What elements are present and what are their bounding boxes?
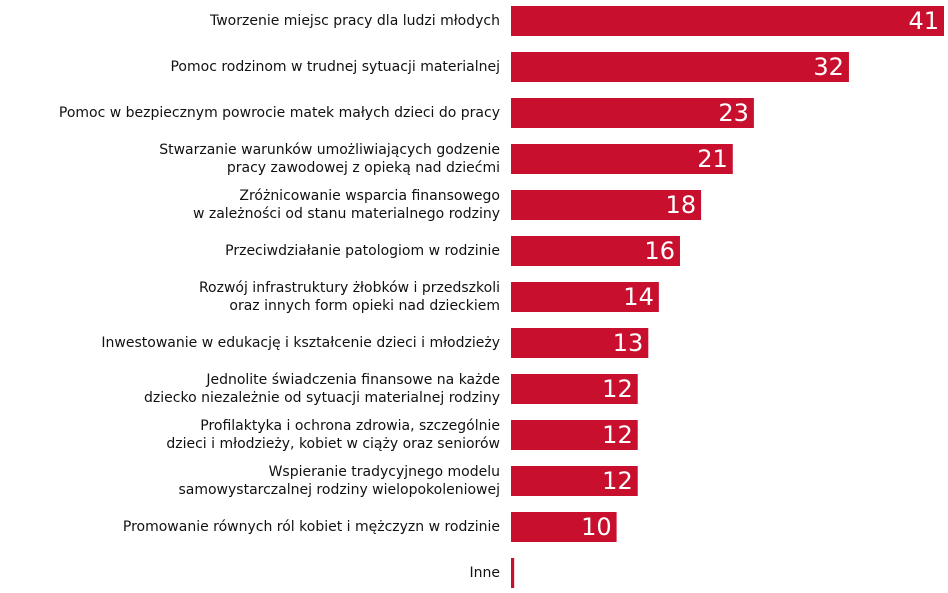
value-label: 14 — [623, 283, 654, 311]
bar — [511, 282, 659, 312]
bar — [511, 420, 638, 450]
category-label: Inne — [470, 565, 501, 581]
bar — [511, 328, 649, 358]
category-label: Jednolite świadczenia finansowe na każde — [205, 372, 500, 388]
category-label: Wspieranie tradycyjnego modelu — [269, 464, 500, 480]
category-label: Przeciwdziałanie patologiom w rodzinie — [225, 243, 500, 259]
bar — [511, 466, 638, 496]
category-label: Tworzenie miejsc pracy dla ludzi młodych — [209, 13, 500, 29]
category-label: oraz innych form opieki nad dzieckiem — [229, 298, 500, 314]
value-label: 13 — [613, 329, 644, 357]
value-label: 18 — [666, 191, 697, 219]
bar — [511, 558, 515, 588]
category-label: Zróżnicowanie wsparcia finansowego — [239, 188, 500, 204]
value-label: 23 — [718, 99, 749, 127]
bar — [511, 52, 849, 82]
value-label: 12 — [602, 375, 633, 403]
value-label: 12 — [602, 467, 633, 495]
category-label: Stwarzanie warunków umożliwiających godz… — [159, 142, 500, 158]
category-label: dzieci i młodzieży, kobiet w ciąży oraz … — [166, 436, 500, 452]
category-label: w zależności od stanu materialnego rodzi… — [193, 206, 500, 222]
value-label: 10 — [581, 513, 612, 541]
value-label: 16 — [644, 237, 675, 265]
bar — [511, 236, 680, 266]
category-label: samowystarczalnej rodziny wielopokolenio… — [178, 482, 500, 498]
value-label: 21 — [697, 145, 728, 173]
category-label: Rozwój infrastruktury żłobków i przedszk… — [199, 280, 500, 296]
category-label: Pomoc w bezpiecznym powrocie matek małyc… — [59, 105, 500, 121]
category-label: Promowanie równych ról kobiet i mężczyzn… — [123, 519, 500, 535]
bar — [511, 512, 617, 542]
bar — [511, 6, 944, 36]
value-label: 41 — [908, 7, 939, 35]
category-label: pracy zawodowej z opieką nad dziećmi — [227, 160, 500, 176]
bar — [511, 144, 733, 174]
value-label: 32 — [813, 53, 844, 81]
category-label: Inwestowanie w edukację i kształcenie dz… — [101, 335, 500, 351]
category-label: dziecko niezależnie od sytuacji material… — [144, 390, 500, 406]
bar — [511, 98, 754, 128]
category-label: Pomoc rodzinom w trudnej sytuacji materi… — [170, 59, 500, 75]
bar — [511, 374, 638, 404]
category-label: Profilaktyka i ochrona zdrowia, szczegól… — [200, 418, 500, 434]
value-label: 12 — [602, 421, 633, 449]
bar — [511, 190, 702, 220]
